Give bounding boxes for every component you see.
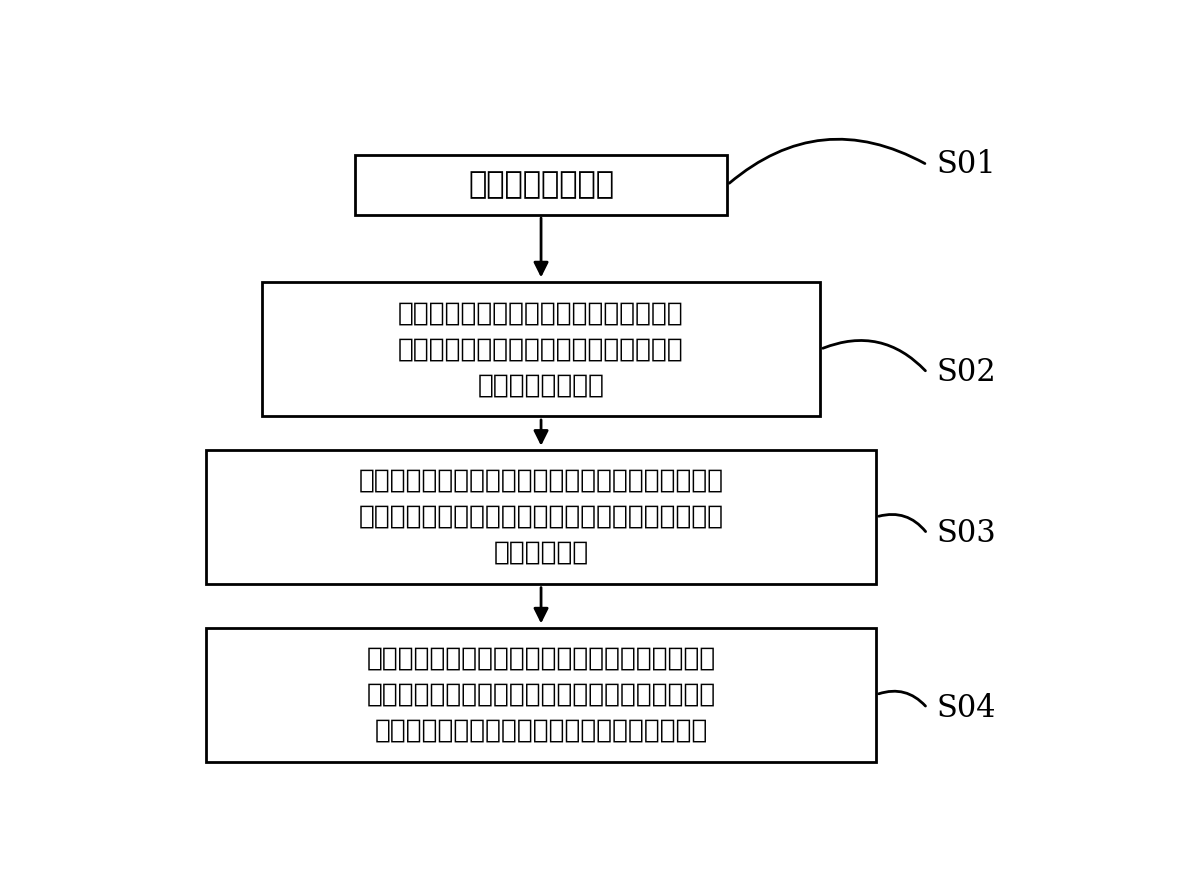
Text: 对广播星历通过附加轨道根数分量修正值，该修正
值在正常运行时可设置为零，轨控后根据短弧定轨
结果设置，即得兼容轨控前后的用户星历解算。: 对广播星历通过附加轨道根数分量修正值，该修正 值在正常运行时可设置为零，轨控后根… [366, 645, 716, 744]
Text: 利用轨道根数的六个参数，并结合辅助坐
标系，构建每个监测站的测距误差方程及
距离变率误差方程: 利用轨道根数的六个参数，并结合辅助坐 标系，构建每个监测站的测距误差方程及 距离… [399, 300, 683, 398]
Text: S02: S02 [937, 357, 997, 388]
Text: S01: S01 [937, 150, 997, 180]
Text: S03: S03 [937, 518, 997, 550]
Text: 利用导航卫星跟踪观测数据中的多个短弧，分别对测
距误差方程及距离变率误差方程进行连续解算，获取
卫星轨道参数: 利用导航卫星跟踪观测数据中的多个短弧，分别对测 距误差方程及距离变率误差方程进行… [358, 468, 724, 566]
Text: S04: S04 [937, 692, 996, 724]
Text: 选择轨道根数参数: 选择轨道根数参数 [468, 171, 614, 199]
Bar [262, 282, 820, 416]
Bar [207, 628, 877, 762]
Bar [355, 155, 728, 215]
Bar [207, 450, 877, 584]
